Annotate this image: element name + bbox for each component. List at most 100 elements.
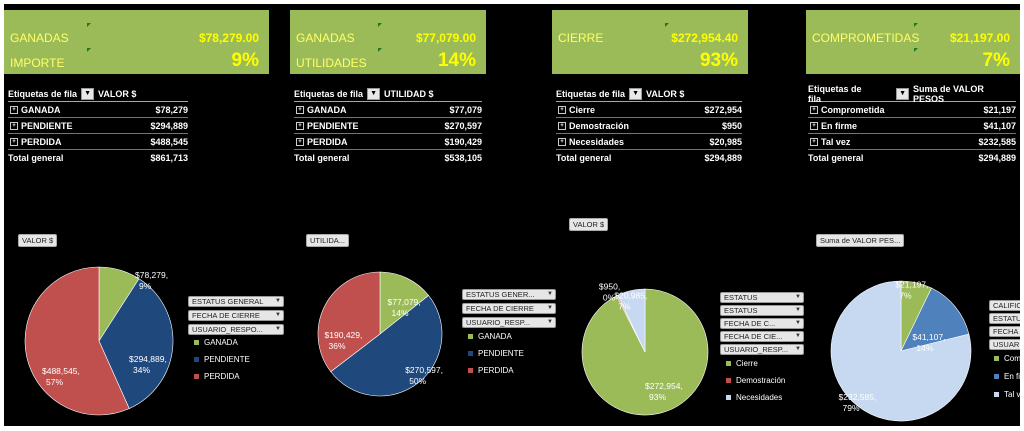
expand-icon[interactable]: + <box>10 137 18 146</box>
value-header: VALOR $ <box>646 89 685 99</box>
chart-filter-button[interactable]: ESTATU <box>989 313 1020 324</box>
kpi-label: GANADAS <box>296 31 355 45</box>
row-header: Etiquetas de fila <box>808 84 862 104</box>
row-value: $270,597 <box>444 120 482 131</box>
pivot-row[interactable]: + PERDIDA $488,545 <box>8 134 188 150</box>
chart-filter-button[interactable]: ESTATUS ▼ <box>720 292 804 303</box>
data-label: $270,597, 50% <box>405 365 443 386</box>
pivot-table-cierre: Etiquetas de fila ▼ VALOR $ + Cierre $272,… <box>556 87 742 165</box>
chart-field-button[interactable]: UTILIDA... <box>306 234 350 247</box>
kpi-card-ganadas-importe: GANADAS $78,279.00 IMPORTE 9% <box>4 10 269 74</box>
expand-icon[interactable]: + <box>296 105 304 114</box>
kpi-percent: 9% <box>231 50 259 71</box>
cell-flag-icon <box>914 23 918 27</box>
chart-field-button[interactable]: VALOR $ <box>569 218 609 231</box>
row-header: Etiquetas de fila <box>8 89 78 99</box>
row-value: $232,585 <box>978 136 1016 147</box>
pivot-table-valor: Etiquetas de fila ▼ VALOR $ + GANADA $78,2… <box>8 87 188 165</box>
row-label: GANADA <box>307 104 347 115</box>
pivot-row[interactable]: + Comprometida $21,197 <box>808 102 1016 118</box>
pivot-row[interactable]: + GANADA $78,279 <box>8 102 188 118</box>
pie-slice-pendiente[interactable] <box>98 278 174 409</box>
chart-filter-button[interactable]: FECHA DE C... ▼ <box>720 318 804 329</box>
row-label: PENDIENTE <box>21 120 73 131</box>
total-value: $294,889 <box>978 152 1016 163</box>
expand-icon[interactable]: + <box>810 105 818 114</box>
chart-filter-button[interactable]: ESTATUS GENERAL ▼ <box>188 296 284 307</box>
total-label: Total general <box>294 152 350 163</box>
chart-field-button[interactable]: Suma de VALOR PES... <box>816 234 905 247</box>
chart-filter-button[interactable]: CALIFIC <box>989 300 1020 311</box>
row-label: Necesidades <box>569 136 625 147</box>
data-label: $21,197, 7% <box>895 280 928 301</box>
data-label: $232,585, 79% <box>839 392 877 413</box>
expand-icon[interactable]: + <box>558 137 566 146</box>
value-header: UTILIDAD $ <box>384 89 434 99</box>
value-header: Suma de VALOR PESOS <box>913 84 984 104</box>
cell-flag-icon <box>87 48 91 52</box>
filter-dropdown-icon[interactable]: ▼ <box>367 88 381 100</box>
pivot-row[interactable]: + Demostración $950 <box>556 118 742 134</box>
legend-item: Cierre <box>726 359 758 368</box>
filter-applied-icon[interactable]: ▼ <box>629 88 643 100</box>
row-label: GANADA <box>21 104 61 115</box>
legend-item: En fi <box>994 372 1020 381</box>
pie-slice-perdida[interactable] <box>317 271 381 373</box>
pivot-row[interactable]: + PENDIENTE $270,597 <box>294 118 482 134</box>
row-value: $950 <box>721 120 742 131</box>
row-label: PENDIENTE <box>307 120 359 131</box>
expand-icon[interactable]: + <box>10 105 18 114</box>
expand-icon[interactable]: + <box>810 137 818 146</box>
chart-filter-button[interactable]: FECHA DE CIERRE ▼ <box>188 310 284 321</box>
row-header: Etiquetas de fila <box>556 89 626 99</box>
pivot-header: Etiquetas de fila ▼ VALOR $ <box>556 87 742 102</box>
expand-icon[interactable]: + <box>10 121 18 130</box>
expand-icon[interactable]: + <box>810 121 818 130</box>
legend-swatch <box>994 356 999 362</box>
pivot-row[interactable]: + En firme $41,107 <box>808 118 1016 134</box>
filter-dropdown-icon[interactable]: ▼ <box>81 88 95 100</box>
cell-flag-icon <box>87 23 91 27</box>
pivot-row[interactable]: + Cierre $272,954 <box>556 102 742 118</box>
pivot-row[interactable]: + Tal vez $232,585 <box>808 134 1016 150</box>
row-value: $78,279 <box>155 104 188 115</box>
expand-icon[interactable]: + <box>296 137 304 146</box>
dashboard-canvas: GANADAS $78,279.00 IMPORTE 9% GANADAS $7… <box>4 4 1020 426</box>
filter-applied-icon[interactable]: ▼ <box>896 88 909 100</box>
chart-filter-button[interactable]: FECHA <box>989 326 1020 337</box>
legend-item: GANADA <box>194 338 238 347</box>
pie-slice-tal vez[interactable] <box>830 280 972 422</box>
pie-slice-ganada[interactable] <box>379 271 429 335</box>
pivot-header: Etiquetas de fila ▼ UTILIDAD $ <box>294 87 482 102</box>
kpi-percent: 93% <box>699 50 738 71</box>
chart-filter-button[interactable]: ESTATUS GENER... ▼ <box>462 289 556 300</box>
legend-swatch <box>994 392 999 398</box>
chart-filter-button[interactable]: USUAR <box>989 339 1020 350</box>
pivot-row[interactable]: + PENDIENTE $294,889 <box>8 118 188 134</box>
kpi-value: $272,954.40 <box>671 31 738 45</box>
row-label: Comprometida <box>821 104 885 115</box>
chart-filter-button[interactable]: USUARIO_RESP... ▼ <box>462 317 556 328</box>
chart-filter-button[interactable]: USUARIO_RESPO... ▼ <box>188 324 284 335</box>
pie-slice-pendiente[interactable] <box>330 295 443 397</box>
row-value: $21,197 <box>983 104 1016 115</box>
pivot-row[interactable]: + Necesidades $20,985 <box>556 134 742 150</box>
chart-filter-button[interactable]: ESTATUS ▼ <box>720 305 804 316</box>
pivot-row[interactable]: + GANADA $77,079 <box>294 102 482 118</box>
pie-slice-en firme[interactable] <box>900 287 970 352</box>
kpi-card-ganadas-utilidades: GANADAS $77,079.00 UTILIDADES 14% <box>290 10 486 74</box>
expand-icon[interactable]: + <box>296 121 304 130</box>
total-label: Total general <box>808 152 864 163</box>
pie-slice-perdida[interactable] <box>24 266 130 416</box>
expand-icon[interactable]: + <box>558 105 566 114</box>
row-value: $190,429 <box>444 136 482 147</box>
data-label: $950, 0% <box>599 281 620 302</box>
pie-chart-valor: $78,279, 9% $294,889, 34% $488,545, 57% <box>24 266 174 416</box>
expand-icon[interactable]: + <box>558 121 566 130</box>
chart-filter-button[interactable]: FECHA DE CIE... ▼ <box>720 331 804 342</box>
chart-filter-button[interactable]: FECHA DE CIERRE ▼ <box>462 303 556 314</box>
chart-filter-button[interactable]: USUARIO_RESP... ▼ <box>720 344 804 355</box>
pie-slice-necesidades[interactable] <box>617 288 646 353</box>
pivot-row[interactable]: + PERDIDA $190,429 <box>294 134 482 150</box>
chart-field-button[interactable]: VALOR $ <box>18 234 58 247</box>
